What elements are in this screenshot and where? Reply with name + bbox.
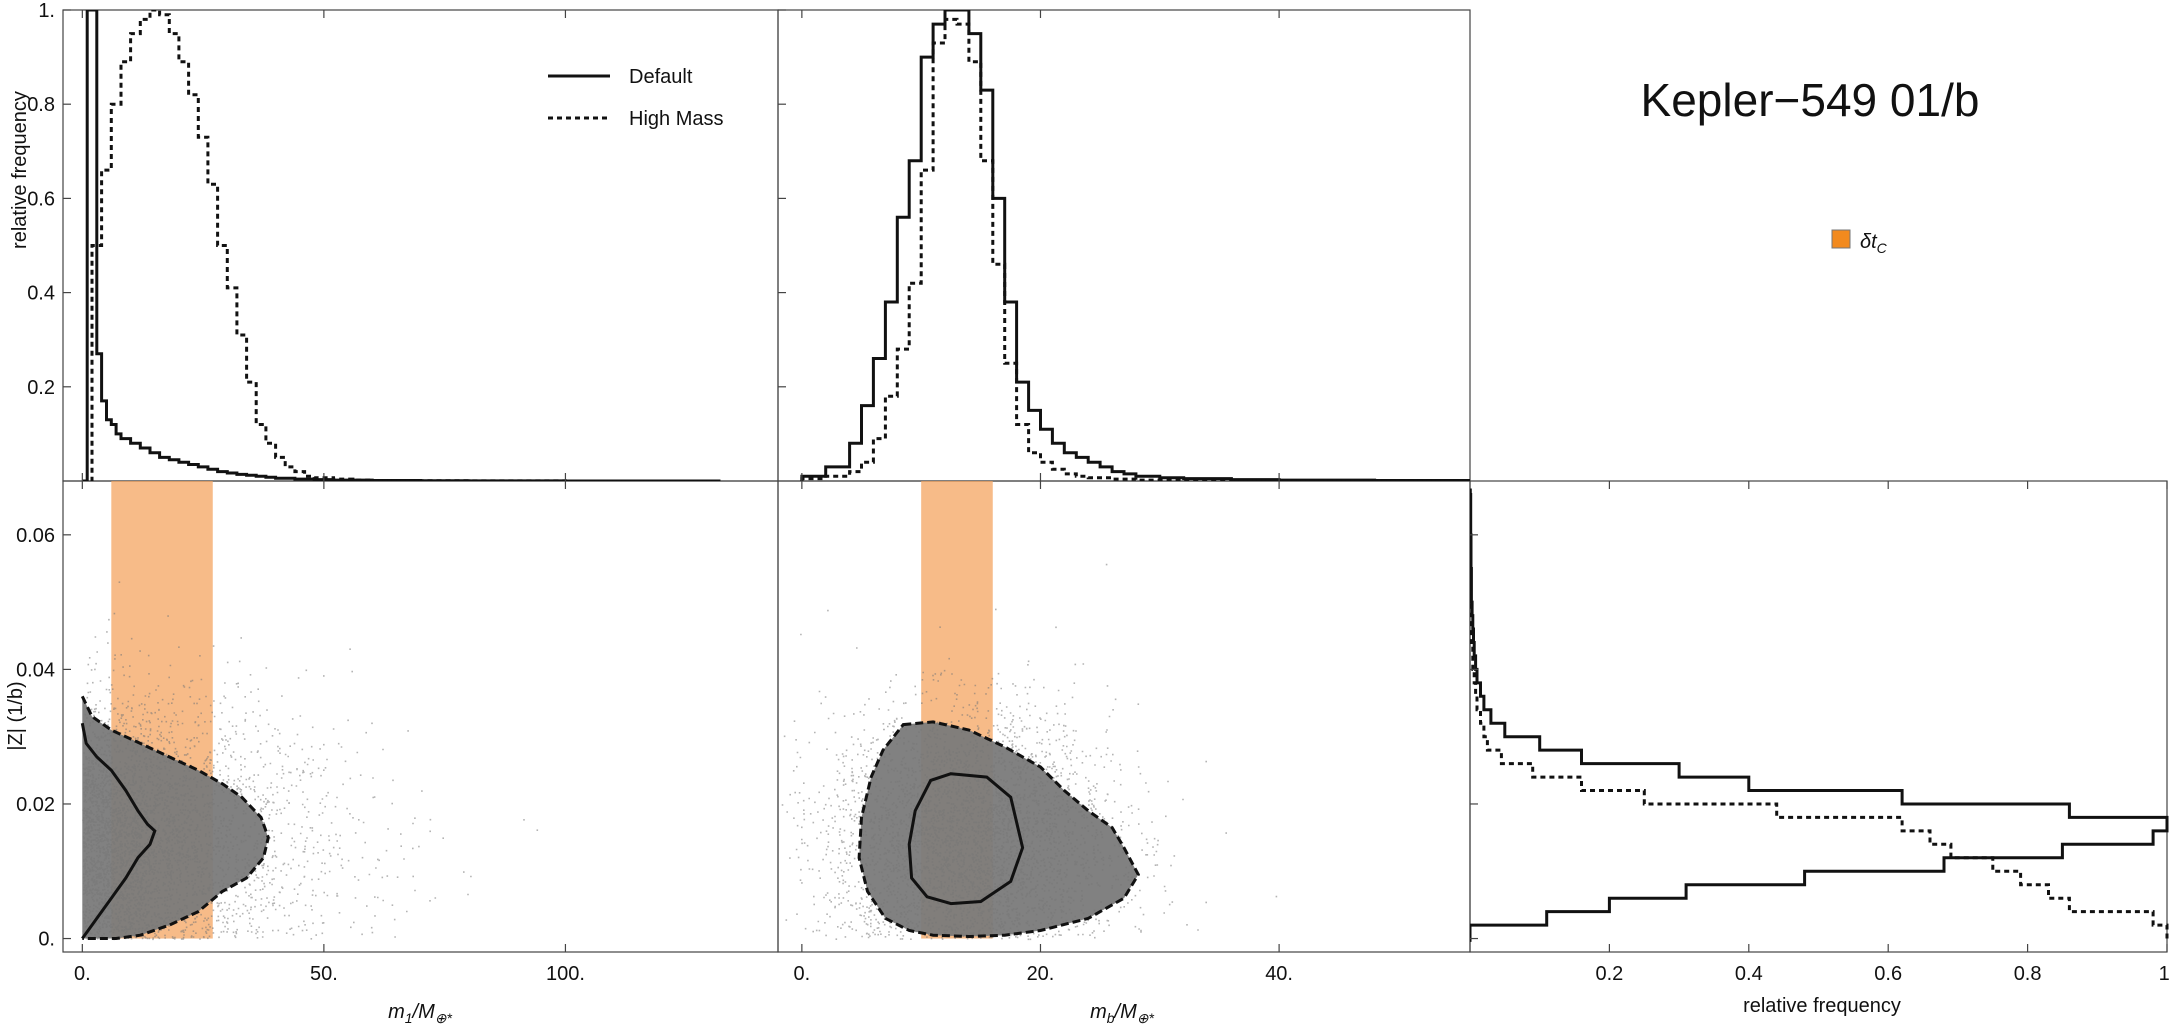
scatter-m1-ytick-label: 0.04 <box>16 659 55 681</box>
scatter-mb-xtick-label: 20. <box>1027 963 1055 985</box>
scatter-mb-xtick-label: 0. <box>794 963 811 985</box>
scatter-m1-xtick-label: 0. <box>74 963 91 985</box>
ylabel-scatter-m1: |Z| (1/b) <box>5 681 27 750</box>
hist-z-xtick-label: 0.8 <box>2014 963 2042 985</box>
scatter-m1-ytick-label: 0. <box>38 929 55 951</box>
scatter-m1-panel <box>80 481 539 941</box>
hist-z-xtick-label: 0.6 <box>1874 963 1902 985</box>
hist-m1-ytick-label: 0.2 <box>27 377 55 399</box>
scatter-m1-sample-points <box>82 581 539 941</box>
hist-z-xtick-label: 1. <box>2159 963 2169 985</box>
hist-mb-default-series <box>800 10 1470 481</box>
hist-z-xtick-label: 0.2 <box>1595 963 1623 985</box>
hist-mb-high-mass-series <box>800 17 1470 481</box>
legend: Default High Mass <box>548 66 723 130</box>
hist-m1-default-series <box>82 10 721 481</box>
scatter-mb-outer-contour <box>857 720 1141 939</box>
panel-frame-hist-mb <box>777 9 1471 482</box>
band-legend-label: δtC <box>1860 231 1888 256</box>
xlabel-scatter-m1: m1/M⊕* <box>388 1001 452 1026</box>
scatter-m1-outer-contour <box>80 695 270 940</box>
scatter-mb-xtick-label: 40. <box>1265 963 1293 985</box>
hist-m1-panel <box>82 10 721 481</box>
legend-default-label: Default <box>629 66 693 88</box>
scatter-m1-ytick-label: 0.06 <box>16 525 55 547</box>
scatter-m1-inner-contour <box>80 722 157 940</box>
axis-ticks: 0. 50. 100. 0. 20. 40. 0.2 0.4 0.6 0.8 1. 0.2 0.4 0.6… <box>16 0 2169 985</box>
hist-m1-ytick-label: 1. <box>38 0 55 22</box>
hist-z-high-mass-series <box>1470 582 2169 939</box>
scatter-mb-panel <box>781 481 1278 941</box>
scatter-mb-points-path <box>781 563 1278 941</box>
panel-frame-hist-z <box>1469 480 2168 953</box>
hist-m1-ytick-label: 0.4 <box>27 283 55 305</box>
ylabel-hist-m1: relative frequency <box>9 91 31 249</box>
scatter-m1-xtick-label: 50. <box>310 963 338 985</box>
hist-m1-ytick-label: 0.6 <box>27 188 55 210</box>
xlabel-hist-z: relative frequency <box>1743 995 1901 1017</box>
legend-highmass-label: High Mass <box>629 108 723 130</box>
hist-z-panel <box>1470 488 2169 942</box>
xlabel-scatter-mb: mb/M⊕* <box>1090 1001 1154 1026</box>
band-legend: δtC <box>1831 229 1888 256</box>
figure-title: Kepler−549 01/b <box>1641 74 1980 126</box>
hist-z-xtick-label: 0.4 <box>1735 963 1763 985</box>
band-legend-swatch <box>1831 229 1851 249</box>
scatter-m1-points-path <box>82 581 539 941</box>
scatter-mb-inner-contour <box>907 772 1025 906</box>
hist-m1-ytick-label: 0.8 <box>27 94 55 116</box>
hist-m1-high-mass-series <box>82 10 721 481</box>
scatter-m1-xtick-label: 100. <box>546 963 585 985</box>
scatter-m1-ytick-label: 0.02 <box>16 794 55 816</box>
hist-mb-panel <box>800 10 1470 481</box>
scatter-mb-sample-points <box>781 563 1278 941</box>
hist-z-default-series <box>1470 488 2169 942</box>
